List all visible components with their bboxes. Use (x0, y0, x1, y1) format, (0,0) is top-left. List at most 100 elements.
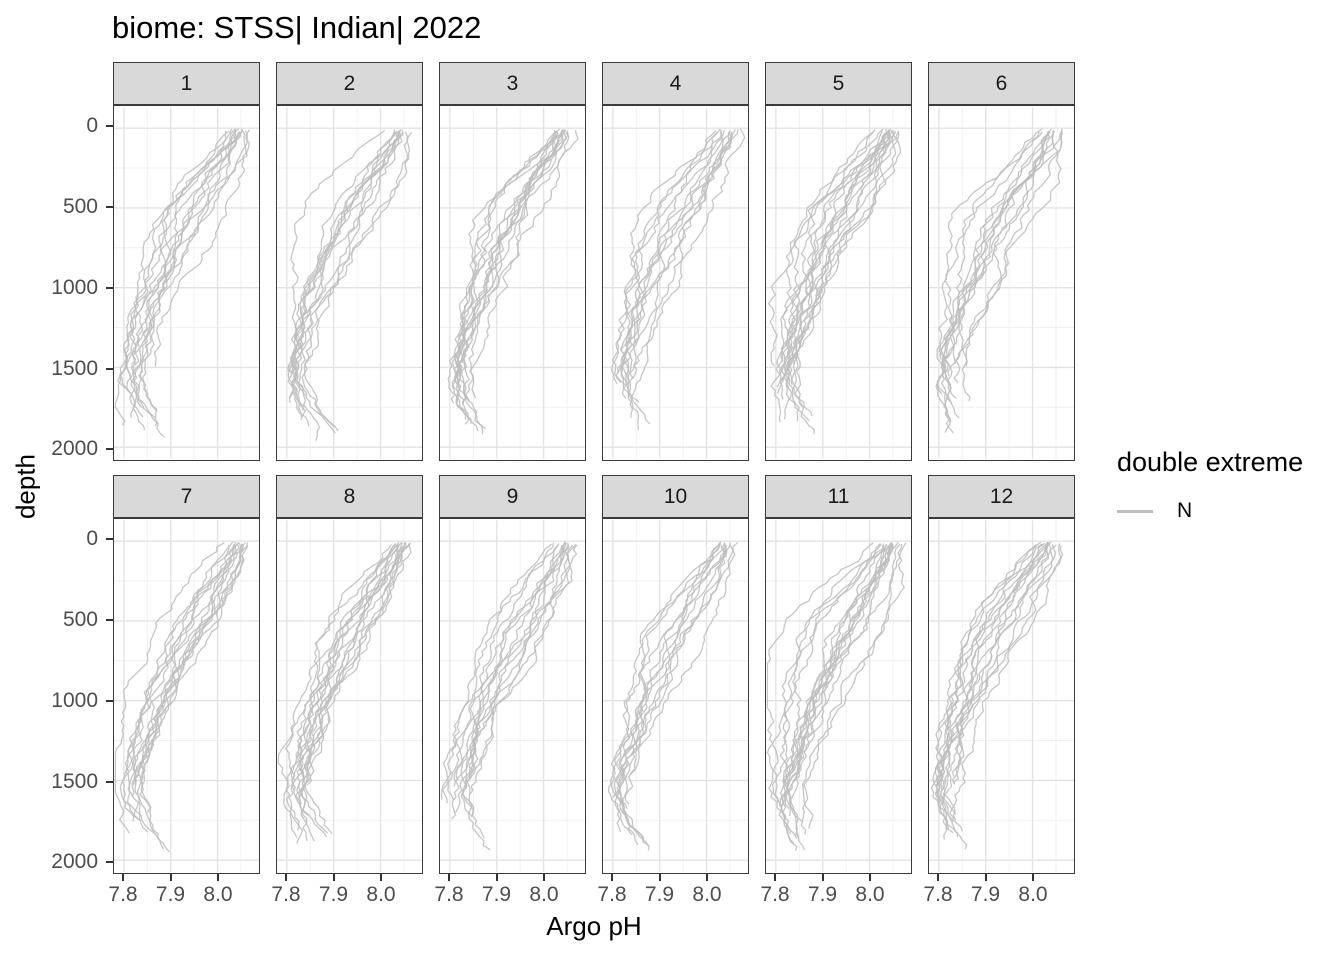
x-tick-label: 7.8 (760, 883, 790, 906)
x-tick-label: 7.8 (108, 883, 138, 906)
profile-line (793, 130, 891, 435)
profile-line (943, 130, 1055, 377)
facet-panel (602, 518, 749, 874)
profile-line (934, 544, 1037, 840)
profile-line (949, 545, 1064, 850)
profile-line (776, 131, 883, 400)
y-tick-mark (106, 205, 113, 208)
profile-line (469, 129, 579, 399)
profile-line (952, 543, 1062, 785)
x-tick-label: 8.0 (1018, 883, 1048, 906)
facet-strip-label: 2 (343, 71, 356, 95)
facet-strip: 5 (765, 62, 912, 105)
profile-line (451, 542, 554, 820)
x-tick-label: 7.8 (434, 883, 464, 906)
profile-line (802, 542, 907, 829)
profile-line (461, 129, 567, 425)
facet-panel (439, 105, 586, 461)
facet-strip-label: 10 (663, 484, 688, 508)
profile-line (291, 129, 396, 420)
legend-line-swatch (1117, 509, 1153, 513)
facet-strip: 3 (439, 62, 586, 105)
y-tick-mark (106, 780, 113, 783)
profile-line (940, 541, 1052, 815)
x-tick-mark (658, 874, 661, 881)
y-tick-label: 1500 (51, 769, 98, 793)
legend-entry-label: N (1177, 499, 1193, 522)
facet-strip-label: 11 (827, 484, 850, 508)
plot-title: biome: STSS| Indian| 2022 (112, 10, 482, 45)
profile-line (776, 132, 886, 388)
facet-strip-label: 5 (832, 71, 845, 95)
profile-line (119, 541, 234, 820)
profile-line (961, 128, 1063, 402)
x-tick-mark (869, 874, 871, 881)
profile-line (453, 129, 563, 430)
x-tick-label: 7.8 (597, 883, 627, 906)
facet-strip-label: 7 (180, 484, 193, 508)
x-tick-mark (332, 874, 335, 881)
profile-line (461, 544, 577, 818)
profile-line (785, 543, 901, 790)
profile-line (936, 544, 1038, 787)
facet-panel (765, 518, 912, 874)
profile-line (138, 129, 243, 412)
x-tick-label: 7.8 (271, 883, 301, 906)
profile-line (948, 131, 1043, 364)
profile-line (294, 543, 399, 781)
profile-line (616, 131, 734, 374)
facet-strip: 1 (113, 62, 260, 105)
x-tick-label: 7.9 (644, 883, 675, 906)
profile-line (293, 131, 398, 397)
profile-line (616, 542, 728, 847)
profile-line (930, 542, 1049, 834)
facet-panel (276, 105, 423, 461)
profile-line (610, 128, 721, 385)
y-tick-mark (106, 367, 113, 370)
x-tick-label: 7.8 (923, 883, 953, 906)
profile-line (453, 131, 570, 379)
profile-line (130, 130, 248, 408)
profile-line (132, 541, 242, 784)
profile-line (287, 129, 386, 372)
profile-line (455, 543, 560, 781)
profile-line (153, 129, 251, 367)
x-tick-mark (448, 874, 450, 881)
profile-lines-svg (766, 520, 911, 872)
profile-line (290, 541, 400, 842)
x-tick-mark (169, 874, 172, 881)
profile-line (783, 128, 891, 420)
profile-line (114, 542, 225, 834)
profile-line (287, 131, 401, 427)
profile-line (623, 129, 723, 376)
facet-strip: 2 (276, 62, 423, 105)
profile-line (447, 545, 565, 801)
facet-strip: 7 (113, 475, 260, 518)
x-tick-label: 7.9 (970, 883, 1001, 906)
profile-line (613, 541, 722, 833)
facet-panel (928, 105, 1075, 461)
x-axis-title: Argo pH (546, 911, 642, 941)
profile-line (965, 129, 1063, 367)
profile-line (771, 542, 881, 807)
facet-strip-label: 8 (343, 484, 356, 508)
profile-line (137, 544, 249, 850)
profile-line (793, 130, 901, 408)
profile-line (941, 128, 1043, 433)
profile-line (290, 544, 406, 791)
profile-line (453, 544, 559, 787)
profile-line (138, 544, 235, 813)
y-tick-label: 1000 (51, 688, 98, 712)
profile-line (452, 129, 565, 420)
x-tick-mark (543, 874, 545, 881)
facet-strip-label: 3 (506, 71, 519, 95)
profile-line (290, 129, 402, 434)
profile-line (940, 544, 1057, 832)
y-tick-mark (106, 125, 113, 127)
profile-line (141, 131, 240, 418)
profile-line (629, 542, 739, 776)
legend: double extreme N (1117, 447, 1303, 523)
profile-line (117, 130, 230, 418)
profile-line (298, 132, 403, 441)
x-tick-mark (495, 874, 498, 881)
